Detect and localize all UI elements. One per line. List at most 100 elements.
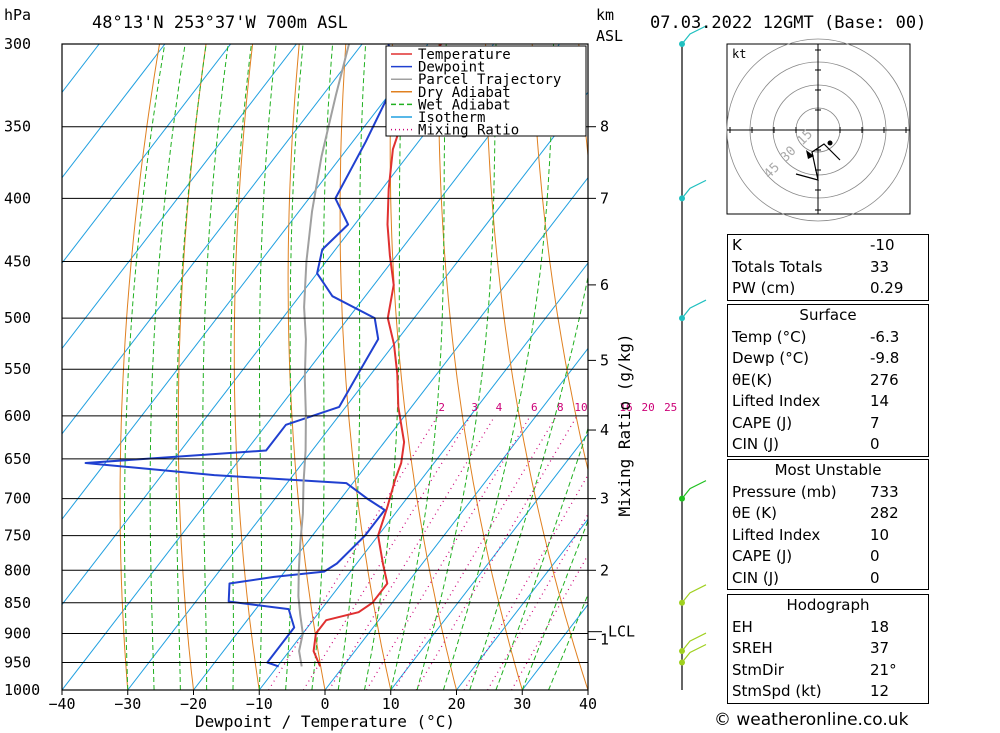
- index-label: PW (cm): [732, 279, 796, 297]
- indices-top: K -10 Totals Totals 33 PW (cm) 0.29: [727, 234, 929, 301]
- most-unstable-value: 0: [870, 568, 880, 587]
- most-unstable-label: θE (K): [732, 504, 777, 522]
- hpa-unit: hPa: [4, 6, 31, 24]
- wet-adiabat-line: [442, 44, 554, 690]
- legend-label: Parcel Trajectory: [418, 72, 561, 88]
- pressure-tick-label: 850: [4, 594, 31, 612]
- isotherm-line: [62, 44, 166, 179]
- isotherm-line: [456, 518, 588, 690]
- hodograph-stat-label: SREH: [732, 639, 773, 657]
- km-tick-label: 5: [600, 351, 609, 369]
- dry-adiabat-line: [233, 44, 260, 690]
- hodograph-stat-row: SREH 37: [728, 638, 928, 660]
- index-value: 0.29: [870, 279, 904, 297]
- mixing-ratio-label: 6: [531, 401, 538, 414]
- hodograph-storm-motion: [827, 140, 833, 146]
- surface-label: CIN (J): [732, 435, 780, 453]
- surface-value: 7: [870, 413, 880, 432]
- wet-adiabat-line: [258, 44, 277, 690]
- mixing-ratio-label: 2: [438, 401, 445, 414]
- x-tick-label: −20: [180, 695, 207, 713]
- surface-row: CIN (J) 0: [728, 434, 928, 456]
- most-unstable-row: CAPE (J) 0: [728, 546, 928, 568]
- legend-label: Dewpoint: [418, 60, 485, 76]
- km-tick-label: 6: [600, 276, 609, 294]
- most-unstable-label: CIN (J): [732, 568, 780, 587]
- wet-adiabat-line: [124, 44, 166, 690]
- dry-adiabat-line: [485, 44, 588, 690]
- surface-row: Dewp (°C) -9.8: [728, 348, 928, 370]
- dry-adiabat-line: [119, 44, 160, 690]
- legend-label: Isotherm: [418, 110, 485, 126]
- km-tick-label: 7: [600, 189, 609, 207]
- footer-credit: © weatheronline.co.uk: [714, 710, 909, 730]
- legend-box: [385, 45, 587, 137]
- mixing-ratio-label: 25: [664, 401, 677, 414]
- wet-adiabat-line: [202, 44, 229, 690]
- surface-row: CAPE (J) 7: [728, 413, 928, 435]
- surface-title: Surface: [799, 306, 857, 324]
- index-row: PW (cm) 0.29: [728, 278, 928, 300]
- most-unstable-value: 10: [870, 525, 890, 544]
- surface-value: -6.3: [870, 327, 900, 346]
- x-tick-label: −40: [48, 695, 75, 713]
- pressure-tick-label: 650: [4, 450, 31, 468]
- surface-value: 0: [870, 435, 880, 453]
- hodograph-trace: [795, 143, 841, 181]
- surface-row: Lifted Index 14: [728, 391, 928, 413]
- hodograph-stat-row: StmDir 21°: [728, 660, 928, 682]
- wet-adiabat-line: [230, 44, 252, 690]
- mixing-ratio-line: [511, 553, 588, 690]
- legend-label: Mixing Ratio: [418, 123, 519, 139]
- hodograph-stat-value: 12: [870, 682, 890, 700]
- surface-value: -9.8: [870, 349, 900, 367]
- most-unstable-label: CAPE (J): [732, 547, 793, 565]
- hodograph-unit: kt: [732, 47, 746, 61]
- pressure-tick-label: 750: [4, 527, 31, 545]
- isotherm-line: [258, 262, 588, 690]
- surface-value: 276: [870, 370, 899, 389]
- most-unstable-label: Pressure (mb): [732, 482, 837, 501]
- most-unstable-label: Lifted Index: [732, 525, 821, 544]
- pressure-tick-label: 550: [4, 360, 31, 378]
- mixing-ratio-label: 4: [496, 401, 503, 414]
- temperature-line: [312, 44, 442, 667]
- most-unstable-row: Pressure (mb) 733: [728, 482, 928, 504]
- isotherm-line: [62, 44, 363, 435]
- surface-panel: Surface Temp (°C) -6.3 Dewp (°C) -9.8 θE(K) 2…: [727, 304, 929, 457]
- km-tick-label: 3: [600, 490, 609, 508]
- mixing-ratio-label: 20: [642, 401, 655, 414]
- mixing-ratio-label: 3: [471, 401, 478, 414]
- most-unstable-title: Most Unstable: [774, 461, 882, 479]
- most-unstable-panel: Most Unstable Pressure (mb) 733 θE (K) 282 L…: [727, 459, 929, 590]
- dewpoint-line: [84, 44, 392, 668]
- lcl-label: LCL: [608, 623, 635, 641]
- most-unstable-row: Lifted Index 10: [728, 525, 928, 547]
- index-value: -10: [870, 236, 895, 254]
- hodograph-table-title: Hodograph: [786, 596, 870, 614]
- surface-row: Temp (°C) -6.3: [728, 327, 928, 349]
- surface-row: θE(K) 276: [728, 370, 928, 392]
- pressure-tick-label: 1000: [4, 681, 40, 699]
- hodograph-stat-label: StmDir: [732, 660, 784, 679]
- surface-value: 14: [870, 392, 890, 410]
- x-tick-label: 30: [513, 695, 531, 713]
- isotherm-line: [62, 44, 232, 264]
- parcel-trajectory-line: [297, 44, 350, 667]
- most-unstable-value: 0: [870, 547, 880, 565]
- pressure-tick-label: 800: [4, 561, 31, 579]
- hodograph-stat-label: EH: [732, 617, 753, 636]
- wind-barb: [681, 299, 707, 319]
- x-axis-label: Dewpoint / Temperature (°C): [195, 712, 455, 731]
- km-tick-label: 4: [600, 421, 609, 439]
- most-unstable-value: 733: [870, 482, 899, 501]
- legend-label: Dry Adiabat: [418, 85, 511, 101]
- wet-adiabat-line: [175, 44, 207, 690]
- pressure-tick-label: 300: [4, 35, 31, 53]
- mixing-ratio-label: 10: [574, 401, 587, 414]
- x-tick-label: −10: [246, 695, 273, 713]
- pressure-tick-label: 950: [4, 653, 31, 671]
